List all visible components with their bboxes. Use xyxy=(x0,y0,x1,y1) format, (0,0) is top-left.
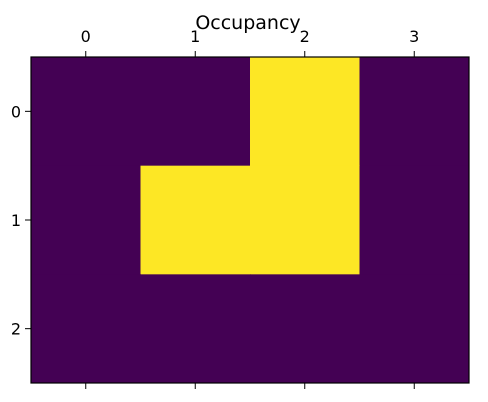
x-tick-label-2: 2 xyxy=(300,27,310,46)
heatmap-cell-r0-c3 xyxy=(359,57,470,167)
heatmap-cell-r1-c3 xyxy=(359,165,470,275)
heatmap-cell-r1-c0 xyxy=(31,165,141,275)
heatmap-cell-r2-c3 xyxy=(359,274,470,384)
heatmap-cell-r2-c1 xyxy=(140,274,251,384)
heatmap-cell-r2-c0 xyxy=(31,274,141,384)
y-tick-label-0: 0 xyxy=(11,102,21,121)
y-axis-ticks: 0 1 2 xyxy=(11,102,31,339)
x-axis-ticks: 0 1 2 3 xyxy=(81,27,419,389)
heatmap-cell-r2-c2 xyxy=(250,274,360,384)
heatmap-cell-r0-c2 xyxy=(250,57,360,167)
y-tick-label-1: 1 xyxy=(11,211,21,230)
heatmap-cell-r0-c0 xyxy=(31,57,141,167)
chart-title: Occupancy xyxy=(195,12,300,34)
heatmap-cell-r1-c1 xyxy=(140,165,251,275)
x-tick-label-0: 0 xyxy=(81,27,91,46)
x-tick-label-3: 3 xyxy=(409,27,419,46)
heatmap-cells xyxy=(31,57,470,384)
heatmap-cell-r0-c1 xyxy=(140,57,251,167)
y-tick-label-2: 2 xyxy=(11,320,21,339)
x-tick-label-1: 1 xyxy=(190,27,200,46)
heatmap-cell-r1-c2 xyxy=(250,165,360,275)
